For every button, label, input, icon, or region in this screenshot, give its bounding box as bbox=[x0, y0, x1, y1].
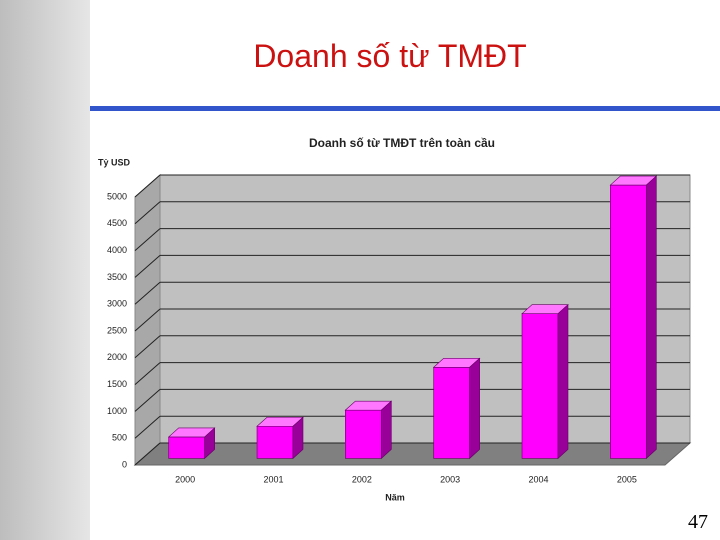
y-tick-label: 4500 bbox=[107, 218, 127, 228]
grid-line-side bbox=[134, 255, 161, 278]
x-tick-label: 2004 bbox=[528, 474, 548, 484]
x-tick-label: 2002 bbox=[352, 474, 372, 484]
grid-line-side bbox=[134, 174, 161, 198]
bar bbox=[610, 184, 647, 459]
y-tick-label: 1500 bbox=[107, 379, 127, 389]
y-tick-label: 2500 bbox=[107, 325, 127, 335]
y-axis-label: Tỷ USD bbox=[98, 157, 131, 167]
bar-side bbox=[381, 400, 392, 460]
bar bbox=[256, 425, 294, 459]
y-tick-label: 5000 bbox=[107, 191, 127, 201]
y-tick-label: 3000 bbox=[107, 299, 127, 309]
y-tick-label: 500 bbox=[112, 433, 127, 443]
y-tick-label: 3500 bbox=[107, 272, 127, 282]
y-tick-label: 4000 bbox=[107, 245, 127, 255]
title-rule bbox=[90, 106, 720, 111]
y-tick-label: 0 bbox=[122, 459, 127, 469]
bar-side bbox=[557, 304, 569, 460]
bar-side bbox=[204, 427, 215, 460]
grid-line-side bbox=[134, 442, 161, 466]
grid-line-side bbox=[134, 362, 161, 385]
bar-side bbox=[646, 175, 657, 460]
x-tick-label: 2000 bbox=[175, 474, 195, 484]
bar bbox=[433, 366, 470, 459]
grid-line-side bbox=[134, 201, 161, 225]
grid-line-side bbox=[134, 228, 161, 251]
grid-line-side bbox=[134, 415, 161, 439]
chart-title: Doanh số từ TMĐT trên toàn cầu bbox=[309, 136, 495, 150]
x-axis-label: Năm bbox=[385, 492, 405, 502]
bar bbox=[345, 409, 382, 459]
grid-line-side bbox=[134, 308, 161, 332]
page-number: 47 bbox=[688, 511, 708, 533]
floor bbox=[133, 442, 692, 466]
slide-title: Doanh số từ TMĐT bbox=[253, 38, 527, 74]
x-tick-label: 2001 bbox=[263, 474, 283, 484]
grid-line-side bbox=[134, 335, 161, 359]
y-tick-label: 2000 bbox=[107, 352, 127, 362]
bar bbox=[521, 313, 559, 459]
side-panel bbox=[0, 0, 90, 540]
bar-side bbox=[292, 416, 304, 460]
bar-side bbox=[469, 357, 480, 460]
y-tick-label: 1000 bbox=[107, 406, 127, 416]
grid-line-side bbox=[134, 281, 161, 305]
bar bbox=[168, 436, 205, 459]
x-tick-label: 2003 bbox=[440, 474, 460, 484]
x-tick-label: 2005 bbox=[617, 474, 637, 484]
grid-line-side bbox=[134, 389, 161, 412]
